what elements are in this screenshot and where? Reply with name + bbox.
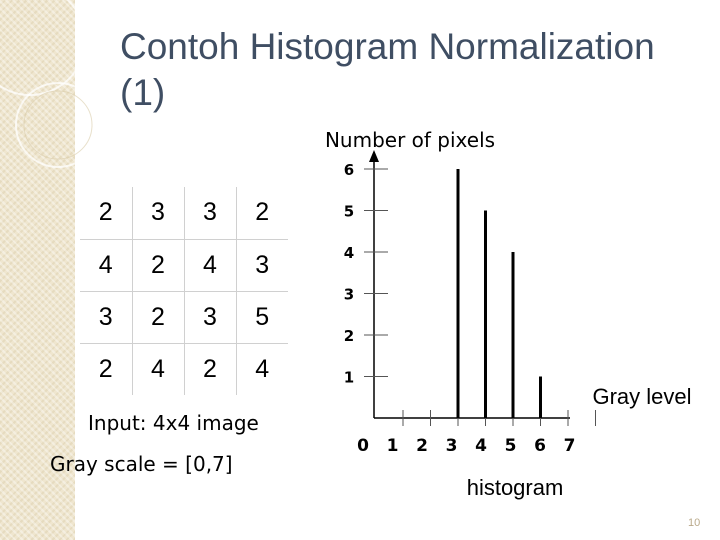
matrix-cell: 2 [183,342,237,395]
matrix-cell: 2 [80,187,133,240]
x-tick-label: 5 [505,436,517,456]
matrix-cell: 2 [235,187,288,240]
x-tick-label: 1 [387,436,399,456]
x-tick-label: 7 [564,436,576,456]
decorative-rings [0,0,101,168]
y-axis-label: Number of pixels [325,128,495,152]
input-matrix: 2 3 3 2 4 2 4 3 3 2 3 5 2 4 2 4 [80,187,288,395]
matrix-cell: 5 [235,290,288,344]
y-tick-label: 1 [344,369,354,387]
x-tick-label: 4 [475,436,487,456]
x-tick-label: 2 [416,436,428,456]
chart-title: histogram [467,475,564,500]
x-axis-label: Gray level [592,384,691,409]
x-tick-label: 3 [446,436,458,456]
page-number: 10 [688,517,701,529]
matrix-cell: 3 [183,187,237,240]
y-tick-label: 4 [344,244,354,262]
input-caption: Input: 4x4 image [88,411,259,435]
slide-title: Contoh Histogram Normalization (1) [120,26,655,113]
y-tick-label: 2 [344,327,354,345]
matrix-cell: 2 [80,342,133,395]
matrix-cell: 3 [235,238,288,292]
decorative-side-strip [0,0,75,540]
matrix-cell: 3 [183,290,237,344]
x-tick-label: 6 [534,436,546,456]
matrix-row: 4 2 4 3 [80,238,288,292]
y-tick-label: 3 [344,286,354,304]
matrix-row: 2 3 3 2 [80,187,288,240]
y-tick-label: 5 [344,203,354,221]
matrix-cell: 2 [131,238,185,292]
matrix-cell: 4 [131,342,185,395]
matrix-cell: 2 [131,290,185,344]
gray-scale-caption: Gray scale = [0,7] [50,452,233,476]
matrix-row: 3 2 3 5 [80,290,288,344]
y-tick-label: 6 [344,161,354,179]
x-tick-label: 0 [357,436,369,456]
matrix-cell: 3 [131,187,185,240]
matrix-cell: 4 [235,342,288,395]
matrix-row: 2 4 2 4 [80,342,288,395]
y-axis-arrow [369,150,379,162]
